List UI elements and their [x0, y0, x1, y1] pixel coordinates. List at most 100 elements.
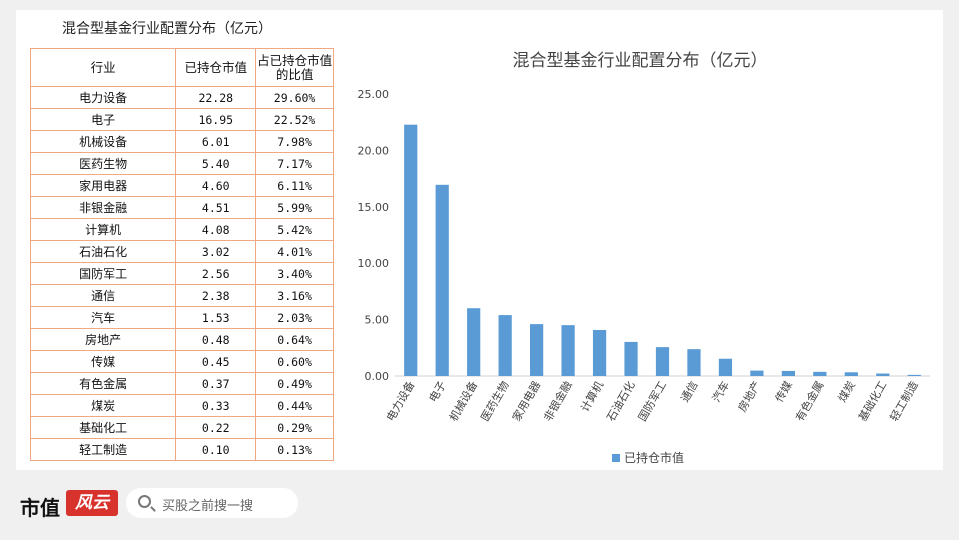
bar-基础化工 [876, 373, 890, 376]
search-icon [138, 495, 151, 508]
bar-石油石化 [624, 341, 638, 376]
bar-汽车 [718, 358, 733, 376]
table-row: 国防军工 2.56 3.40% [29, 262, 334, 285]
cell-holding-value: 2.56 [175, 262, 257, 285]
table-row: 有色金属 0.37 0.49% [29, 372, 334, 395]
cell-industry: 汽车 [29, 306, 177, 329]
cell-ratio: 0.64% [255, 328, 334, 351]
cell-industry: 电子 [29, 108, 177, 131]
cell-ratio: 7.98% [255, 130, 334, 153]
table-row: 通信 2.38 3.16% [29, 284, 334, 307]
cell-industry: 房地产 [29, 328, 177, 351]
cell-holding-value: 4.51 [175, 196, 257, 219]
table-row: 房地产 0.48 0.64% [29, 328, 334, 351]
bar-chart: 混合型基金行业配置分布（亿元） 0.00 5.00 10.00 15.00 20.00 25… [358, 51, 930, 465]
table-row: 电力设备 22.28 29.60% [29, 86, 334, 109]
cell-holding-value: 2.38 [175, 284, 257, 307]
x-tick-label: 医药生物 [478, 379, 512, 424]
x-tick-label: 有色金属 [792, 378, 826, 423]
table-row: 汽车 1.53 2.03% [29, 306, 334, 329]
x-tick-label: 传媒 [773, 379, 795, 405]
table-row: 传媒 0.45 0.60% [29, 350, 334, 373]
table-title: 混合型基金行业配置分布（亿元） [62, 21, 272, 37]
x-tick-label: 非银金融 [541, 379, 575, 424]
cell-industry: 家用电器 [29, 174, 177, 197]
cell-industry: 医药生物 [29, 152, 177, 175]
bar-非银金融 [561, 325, 575, 376]
cell-holding-value: 1.53 [175, 306, 257, 329]
cell-ratio: 29.60% [255, 86, 334, 109]
legend-swatch [612, 454, 620, 462]
bar-传媒 [781, 370, 795, 376]
allocation-table: 行业 已持仓市值 占已持仓市值的比值 电力设备 22.28 29.60% 电子 16.9… [29, 48, 334, 461]
x-tick-label: 石油石化 [604, 379, 638, 424]
cell-ratio: 22.52% [255, 108, 334, 131]
table-row: 基础化工 0.22 0.29% [29, 416, 334, 439]
y-tick-label: 10.00 [358, 257, 390, 270]
x-tick-label: 煤炭 [836, 379, 858, 405]
x-tick-label: 汽车 [709, 379, 732, 405]
header-holding-value: 已持仓市值 [175, 48, 257, 87]
cell-industry: 国防军工 [29, 262, 177, 285]
cell-industry: 煤炭 [29, 394, 177, 417]
x-tick-label: 机械设备 [446, 379, 480, 424]
header-industry: 行业 [29, 48, 177, 87]
bar-轻工制造 [907, 374, 921, 376]
y-tick-label: 0.00 [365, 370, 390, 383]
table-row: 家用电器 4.60 6.11% [29, 174, 334, 197]
bar-机械设备 [467, 308, 481, 376]
cell-holding-value: 0.22 [175, 416, 257, 439]
cell-ratio: 3.16% [255, 284, 334, 307]
bar-家用电器 [530, 324, 544, 376]
legend-label: 已持仓市值 [624, 450, 684, 465]
cell-holding-value: 4.60 [175, 174, 257, 197]
table-row: 计算机 4.08 5.42% [29, 218, 334, 241]
x-tick-label: 轻工制造 [887, 379, 921, 424]
cell-holding-value: 0.45 [175, 350, 257, 373]
x-tick-label: 电子 [427, 379, 449, 405]
header-ratio: 占已持仓市值的比值 [255, 48, 334, 87]
cell-holding-value: 6.01 [175, 130, 257, 153]
cell-industry: 石油石化 [29, 240, 177, 263]
cell-ratio: 0.49% [255, 372, 334, 395]
y-tick-label: 25.00 [358, 88, 390, 101]
table-row: 电子 16.95 22.52% [29, 108, 334, 131]
cell-ratio: 2.03% [255, 306, 334, 329]
cell-holding-value: 0.48 [175, 328, 257, 351]
cell-holding-value: 16.95 [175, 108, 257, 131]
cell-industry: 有色金属 [29, 372, 177, 395]
cell-ratio: 0.60% [255, 350, 334, 373]
table-row: 医药生物 5.40 7.17% [29, 152, 334, 175]
x-tick-label: 房地产 [735, 379, 764, 415]
bar-电子 [435, 184, 449, 376]
cell-industry: 机械设备 [29, 130, 177, 153]
chart-title: 混合型基金行业配置分布（亿元） [513, 51, 768, 71]
cell-ratio: 0.29% [255, 416, 334, 439]
bar-计算机 [592, 329, 607, 376]
y-tick-label: 20.00 [358, 144, 390, 157]
bar-国防军工 [655, 347, 670, 376]
cell-holding-value: 0.33 [175, 394, 257, 417]
x-tick-label: 计算机 [578, 379, 607, 415]
cell-ratio: 0.13% [255, 438, 334, 461]
cell-holding-value: 3.02 [175, 240, 257, 263]
bar-煤炭 [844, 372, 858, 376]
cell-ratio: 5.99% [255, 196, 334, 219]
cell-ratio: 6.11% [255, 174, 334, 197]
cell-holding-value: 4.08 [175, 218, 257, 241]
cell-ratio: 7.17% [255, 152, 334, 175]
cell-industry: 计算机 [29, 218, 177, 241]
bar-有色金属 [813, 371, 827, 376]
x-tick-label: 通信 [678, 379, 700, 405]
bar-医药生物 [498, 315, 512, 376]
logo-badge: 风云 [66, 490, 118, 516]
x-tick-label: 家用电器 [509, 379, 543, 424]
bar-电力设备 [404, 124, 418, 376]
cell-holding-value: 22.28 [175, 86, 257, 109]
search-box[interactable]: 买股之前搜一搜 [126, 488, 298, 518]
cell-industry: 传媒 [29, 350, 177, 373]
cell-industry: 基础化工 [29, 416, 177, 439]
cell-industry: 通信 [29, 284, 177, 307]
search-placeholder[interactable]: 买股之前搜一搜 [162, 499, 254, 514]
logo-text: 市值 [20, 496, 60, 520]
